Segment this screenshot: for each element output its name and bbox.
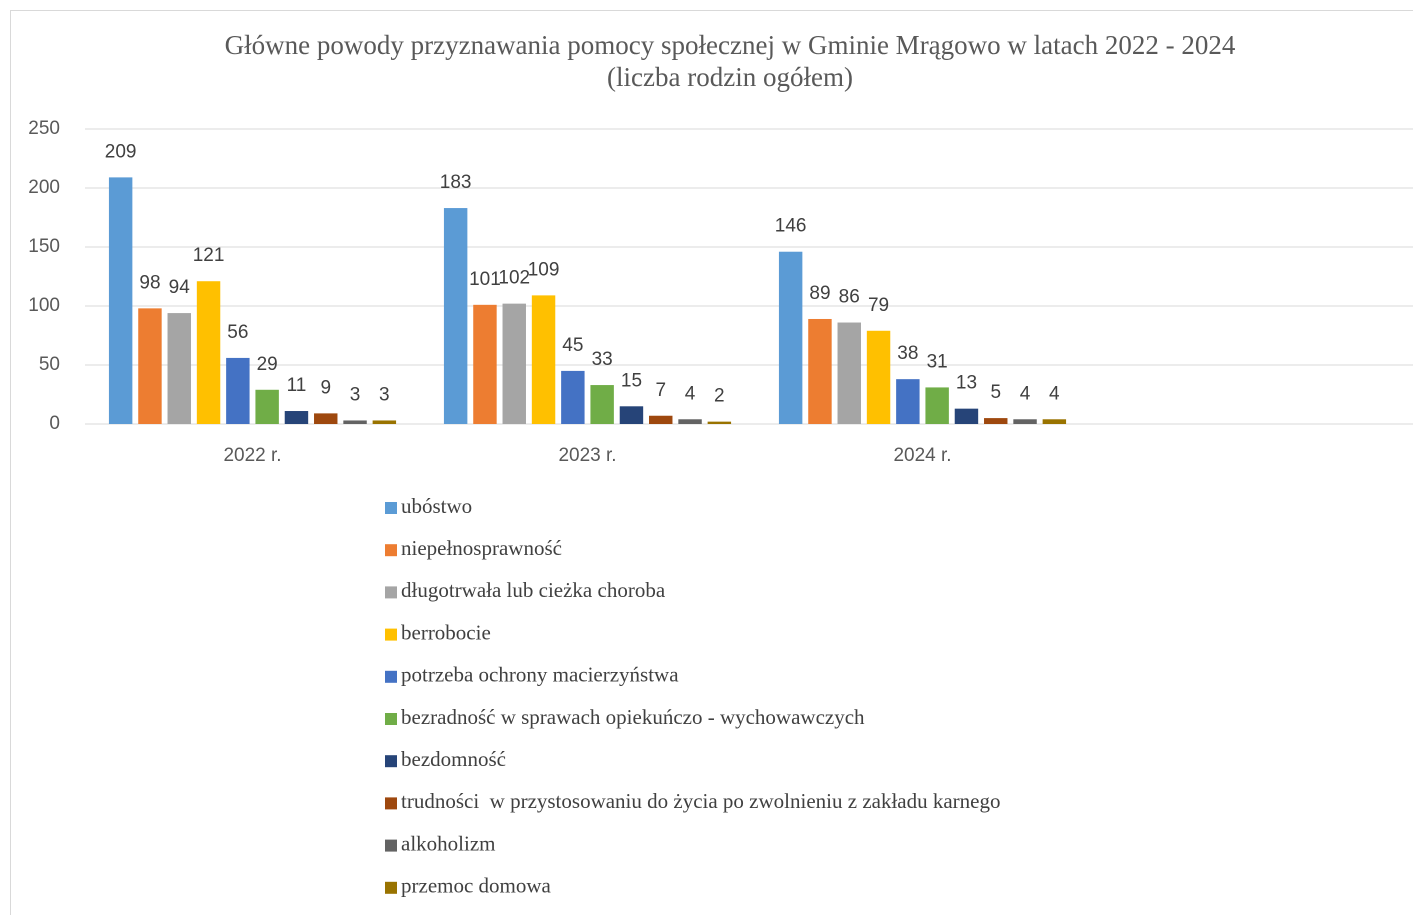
bar: [707, 421, 732, 424]
legend-label: przemoc domowa: [401, 874, 552, 898]
data-label: 29: [257, 354, 278, 375]
bar: [255, 389, 279, 424]
data-label: 86: [839, 287, 860, 308]
bar: [372, 420, 397, 424]
data-label: 31: [927, 351, 948, 372]
chart-border: [10, 10, 1413, 915]
data-label: 56: [227, 322, 248, 343]
legend-swatch: [385, 881, 397, 894]
bar: [108, 177, 133, 424]
legend-swatch: [385, 755, 397, 768]
bar: [226, 357, 250, 424]
data-label: 89: [809, 283, 830, 304]
data-label: 146: [775, 216, 807, 237]
data-label: 3: [379, 384, 390, 405]
legend-label: potrzeba ochrony macierzyństwa: [401, 663, 679, 687]
legend-swatch: [385, 713, 397, 725]
data-label: 13: [956, 373, 977, 394]
legend-swatch: [385, 628, 397, 641]
bar: [866, 330, 891, 424]
x-tick-label: 2022 r.: [223, 445, 281, 466]
bar: [837, 322, 861, 424]
bar: [954, 408, 979, 424]
bar: [343, 420, 367, 424]
bar: [561, 370, 585, 424]
data-label: 7: [655, 380, 666, 401]
legend-swatch: [385, 502, 397, 514]
bar: [473, 304, 497, 424]
data-label: 9: [320, 377, 331, 398]
x-tick-label: 2023 r.: [558, 445, 616, 466]
data-label: 94: [169, 277, 191, 298]
chart-title: Główne powody przyznawania pomocy społec…: [225, 30, 1236, 60]
data-label: 121: [193, 245, 225, 266]
data-label: 2: [714, 386, 725, 407]
bar: [808, 318, 832, 424]
data-label: 38: [897, 343, 918, 364]
data-label: 33: [592, 349, 613, 370]
bar: [502, 303, 526, 424]
legend-label: bezradność w sprawach opiekuńczo - wycho…: [401, 705, 865, 729]
x-tick-label: 2024 r.: [893, 445, 951, 466]
bar: [531, 295, 556, 424]
data-label: 4: [1020, 383, 1031, 404]
y-tick-label: 150: [28, 236, 60, 257]
bar: [778, 251, 803, 424]
bar: [196, 281, 221, 424]
data-label: 4: [685, 383, 696, 404]
legend-swatch: [385, 544, 397, 557]
data-label: 45: [562, 335, 583, 356]
legend-swatch: [385, 839, 397, 852]
legend-label: długotrwała lub cieżka choroba: [401, 578, 666, 602]
bar: [1042, 419, 1067, 424]
bar: [284, 411, 309, 424]
bar: [619, 406, 644, 424]
data-label: 109: [528, 259, 560, 280]
bar: [167, 313, 191, 424]
data-label: 209: [105, 141, 137, 162]
data-label: 102: [498, 268, 530, 289]
y-tick-label: 50: [39, 354, 60, 375]
legend-label: alkoholizm: [401, 831, 495, 855]
bar: [138, 308, 162, 424]
data-label: 98: [139, 272, 160, 293]
y-tick-label: 200: [28, 177, 60, 198]
legend-swatch: [385, 670, 397, 683]
data-label: 11: [287, 375, 307, 396]
legend-label: berrobocie: [401, 620, 491, 644]
legend-swatch: [385, 586, 397, 599]
bar: [896, 379, 920, 424]
data-label: 183: [440, 172, 472, 193]
legend-label: bezdomność: [401, 747, 506, 771]
data-label: 101: [469, 269, 501, 290]
data-label: 5: [990, 382, 1001, 403]
bar: [590, 385, 614, 424]
bar: [1013, 419, 1037, 424]
bar: [649, 415, 673, 424]
bar: [443, 208, 468, 424]
legend-label: ubóstwo: [401, 494, 472, 518]
data-label: 79: [868, 295, 889, 316]
legend-swatch: [385, 797, 397, 810]
chart-subtitle: (liczba rodzin ogółem): [607, 62, 853, 92]
bar: [678, 419, 702, 424]
legend-label: trudności w przystosowaniu do życia po z…: [401, 789, 1001, 813]
y-tick-label: 0: [49, 413, 60, 434]
y-tick-label: 250: [28, 118, 60, 139]
data-label: 3: [350, 384, 361, 405]
bar: [925, 387, 949, 424]
bar: [984, 418, 1008, 424]
data-label: 15: [621, 370, 642, 391]
y-tick-label: 100: [28, 295, 60, 316]
bar: [314, 413, 338, 424]
data-label: 4: [1049, 383, 1060, 404]
legend-label: niepełnosprawność: [401, 536, 562, 560]
